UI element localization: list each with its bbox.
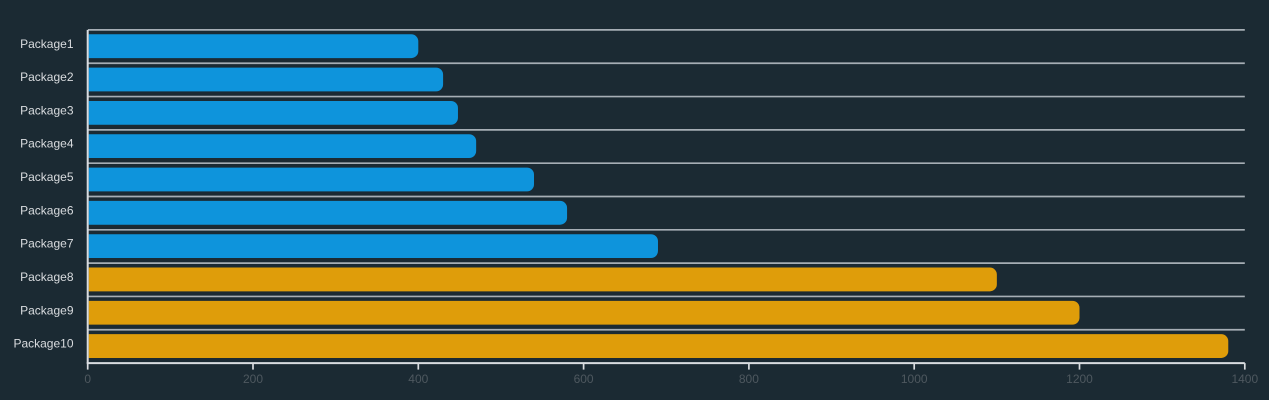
svg-text:Package1: Package1 [20, 37, 74, 51]
svg-text:400: 400 [408, 372, 428, 386]
svg-text:600: 600 [574, 372, 594, 386]
svg-text:Package10: Package10 [13, 337, 73, 351]
svg-text:Package8: Package8 [20, 270, 74, 284]
svg-text:1400: 1400 [1231, 372, 1258, 386]
svg-text:Package6: Package6 [20, 203, 74, 217]
svg-text:800: 800 [739, 372, 759, 386]
svg-text:Package2: Package2 [20, 70, 74, 84]
svg-text:0: 0 [84, 372, 91, 386]
svg-text:1000: 1000 [901, 372, 928, 386]
svg-text:200: 200 [243, 372, 263, 386]
svg-text:Package7: Package7 [20, 237, 74, 251]
svg-text:Package3: Package3 [20, 103, 74, 117]
svg-text:Package9: Package9 [20, 303, 74, 317]
svg-text:1200: 1200 [1066, 372, 1093, 386]
svg-text:Package5: Package5 [20, 170, 74, 184]
svg-text:Package4: Package4 [20, 137, 74, 151]
